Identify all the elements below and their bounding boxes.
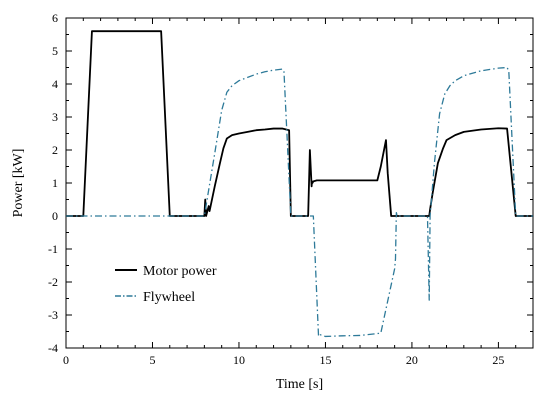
series-line-flywheel [66, 66, 533, 338]
legend-label-flywheel: Flywheel [143, 290, 195, 305]
x-tick-label: 15 [319, 353, 331, 367]
y-tick-label: -3 [48, 308, 58, 322]
y-tick-label: 2 [52, 143, 58, 157]
axis-labels: Time [s] Power [kW] [11, 149, 323, 392]
y-tick-label: -1 [48, 242, 58, 256]
y-tick-label: 6 [52, 11, 58, 25]
x-tick-label: 25 [492, 353, 504, 367]
series-line-motor-power [66, 30, 533, 217]
y-axis-label: Power [kW] [11, 149, 26, 218]
plot-border [65, 17, 534, 349]
y-tick-label: -4 [48, 341, 58, 355]
series-layer [66, 30, 533, 338]
y-tick-label: 1 [52, 176, 58, 190]
y-tick-label: 0 [52, 209, 58, 223]
x-tick-label: 20 [406, 353, 418, 367]
y-tick-label: 3 [52, 110, 58, 124]
y-tick-label: 5 [52, 44, 58, 58]
x-tick-label: 10 [233, 353, 245, 367]
x-tick-label: 5 [149, 353, 155, 367]
x-tick-label: 0 [63, 353, 69, 367]
y-tick-label: -2 [48, 275, 58, 289]
legend: Motor power Flywheel [115, 264, 217, 305]
y-tick-label: 4 [52, 77, 58, 91]
x-axis-label: Time [s] [276, 377, 323, 392]
axis-ticks: 0 5 10 15 20 25 -4 -3 -2 -1 0 1 2 3 4 5 6 [48, 11, 534, 367]
plot-frame [65, 17, 534, 349]
legend-label-motor-power: Motor power [143, 264, 217, 279]
